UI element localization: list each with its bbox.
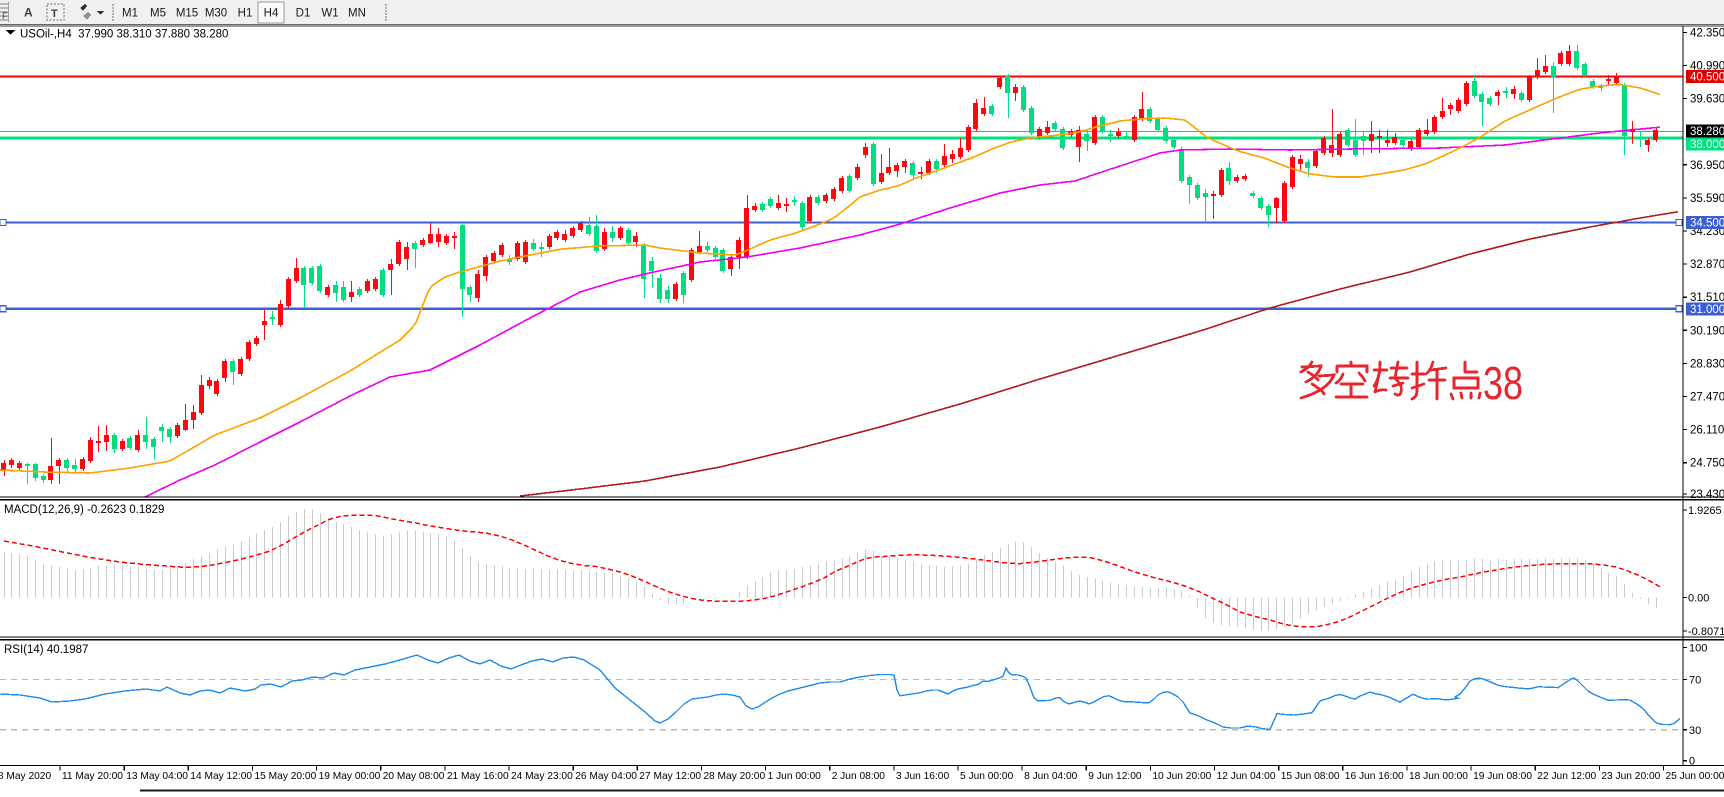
svg-text:27 May 12:00: 27 May 12:00 xyxy=(639,771,701,782)
svg-text:0.00: 0.00 xyxy=(1688,593,1709,605)
svg-text:24.750: 24.750 xyxy=(1690,458,1724,470)
svg-text:12 Jun 04:00: 12 Jun 04:00 xyxy=(1217,771,1276,782)
svg-text:22 Jun 12:00: 22 Jun 12:00 xyxy=(1537,771,1596,782)
svg-text:D1: D1 xyxy=(296,8,311,20)
svg-text:0: 0 xyxy=(1689,756,1695,768)
svg-text:26 May 04:00: 26 May 04:00 xyxy=(575,771,637,782)
svg-text:27.470: 27.470 xyxy=(1690,392,1724,404)
svg-text:MN: MN xyxy=(348,8,366,20)
svg-text:M30: M30 xyxy=(205,8,227,20)
svg-text:31.000: 31.000 xyxy=(1690,304,1724,316)
svg-text:28 May 20:00: 28 May 20:00 xyxy=(703,771,765,782)
svg-text:2 Jun 08:00: 2 Jun 08:00 xyxy=(832,771,886,782)
svg-text:3 Jun 16:00: 3 Jun 16:00 xyxy=(896,771,950,782)
svg-text:19 Jun 08:00: 19 Jun 08:00 xyxy=(1473,771,1532,782)
svg-text:M5: M5 xyxy=(150,8,166,20)
svg-text:10 Jun 20:00: 10 Jun 20:00 xyxy=(1152,771,1211,782)
svg-text:70: 70 xyxy=(1689,674,1701,686)
svg-text:USOil-,H4 37.990 38.310 37.88: USOil-,H4 37.990 38.310 37.880 38.280 xyxy=(20,29,228,41)
svg-text:23.430: 23.430 xyxy=(1690,489,1724,501)
svg-text:30: 30 xyxy=(1689,725,1701,737)
svg-text:30.190: 30.190 xyxy=(1690,325,1724,337)
svg-text:11 May 20:00: 11 May 20:00 xyxy=(62,771,123,782)
svg-text:14 May 12:00: 14 May 12:00 xyxy=(190,771,252,782)
svg-text:100: 100 xyxy=(1689,642,1707,654)
svg-text:21 May 16:00: 21 May 16:00 xyxy=(447,771,509,782)
svg-text:5 Jun 00:00: 5 Jun 00:00 xyxy=(960,771,1014,782)
svg-text:1.9265: 1.9265 xyxy=(1688,505,1722,517)
svg-text:39.630: 39.630 xyxy=(1690,94,1724,106)
svg-text:A: A xyxy=(24,6,33,20)
svg-text:18 Jun 00:00: 18 Jun 00:00 xyxy=(1409,771,1468,782)
svg-text:8 May 2020: 8 May 2020 xyxy=(0,771,51,782)
svg-text:F: F xyxy=(2,11,8,21)
svg-text:MACD(12,26,9) -0.2623 0.1829: MACD(12,26,9) -0.2623 0.1829 xyxy=(4,504,164,516)
svg-text:13 May 04:00: 13 May 04:00 xyxy=(126,771,188,782)
svg-text:T: T xyxy=(51,8,58,20)
svg-text:38.280: 38.280 xyxy=(1690,126,1724,138)
svg-text:34.500: 34.500 xyxy=(1690,218,1724,230)
svg-text:24 May 23:00: 24 May 23:00 xyxy=(511,771,573,782)
svg-text:32.870: 32.870 xyxy=(1690,259,1724,271)
svg-text:15 May 20:00: 15 May 20:00 xyxy=(255,771,317,782)
svg-text:20 May 08:00: 20 May 08:00 xyxy=(383,771,445,782)
svg-text:1 Jun 00:00: 1 Jun 00:00 xyxy=(768,771,822,782)
svg-text:W1: W1 xyxy=(321,8,338,20)
svg-text:M1: M1 xyxy=(122,8,138,20)
svg-text:H1: H1 xyxy=(238,8,253,20)
svg-text:38: 38 xyxy=(1483,357,1523,409)
svg-text:36.950: 36.950 xyxy=(1690,160,1724,172)
svg-text:RSI(14) 40.1987: RSI(14) 40.1987 xyxy=(4,644,88,656)
svg-text:19 May 00:00: 19 May 00:00 xyxy=(319,771,381,782)
svg-text:-0.8071: -0.8071 xyxy=(1688,626,1724,638)
svg-text:35.590: 35.590 xyxy=(1690,193,1724,205)
svg-text:9 Jun 12:00: 9 Jun 12:00 xyxy=(1088,771,1142,782)
svg-text:16 Jun 16:00: 16 Jun 16:00 xyxy=(1345,771,1404,782)
svg-text:8 Jun 04:00: 8 Jun 04:00 xyxy=(1024,771,1078,782)
svg-text:M15: M15 xyxy=(176,8,198,20)
svg-text:40.500: 40.500 xyxy=(1690,72,1724,84)
svg-text:23 Jun 20:00: 23 Jun 20:00 xyxy=(1601,771,1660,782)
svg-text:H4: H4 xyxy=(264,8,279,20)
svg-text:15 Jun 08:00: 15 Jun 08:00 xyxy=(1281,771,1340,782)
svg-text:42.350: 42.350 xyxy=(1690,27,1724,39)
svg-text:38.000: 38.000 xyxy=(1690,139,1724,151)
svg-text:26.110: 26.110 xyxy=(1690,425,1724,437)
svg-text:28.830: 28.830 xyxy=(1690,358,1724,370)
svg-text:25 Jun 00:00: 25 Jun 00:00 xyxy=(1666,771,1724,782)
